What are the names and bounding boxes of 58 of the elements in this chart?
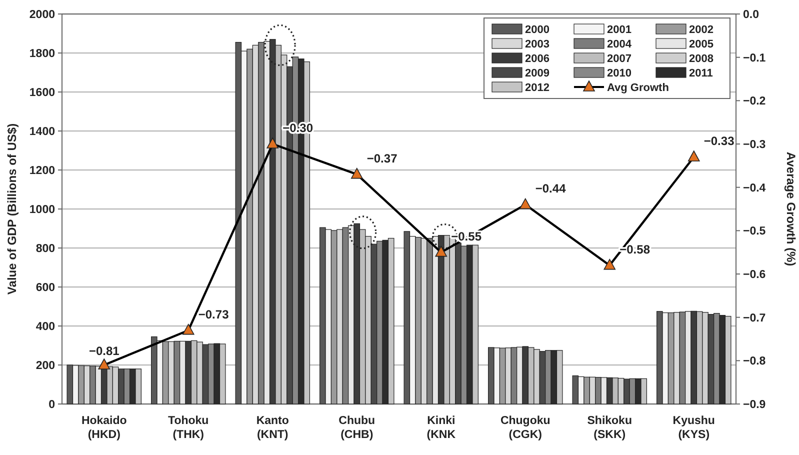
- data-label: −0.81: [88, 344, 120, 358]
- legend-label: 2000: [525, 24, 550, 36]
- data-label: −0.37: [366, 151, 398, 166]
- y2-tick-label: −0.8: [743, 356, 766, 368]
- x-tick-label: Chubu (CHB): [338, 415, 376, 441]
- x-tick-label: Hokaido (HKD): [81, 415, 127, 441]
- point: [604, 258, 616, 270]
- y-tick-label: 800: [36, 243, 55, 256]
- y2-tick-label: −0.9: [743, 399, 766, 412]
- data-label: −0.73: [198, 307, 230, 322]
- y-axis-title: Value of GDP (Billions of US$): [5, 123, 19, 295]
- y-tick-label: 1800: [29, 48, 55, 60]
- y2-axis-title: Average Growth (%): [784, 152, 798, 266]
- legend-label: 2010: [607, 67, 632, 80]
- data-label: −0.44: [535, 182, 566, 196]
- legend-label: Avg Growth: [607, 82, 670, 94]
- point: [519, 198, 532, 210]
- y2-tick-label: −0.7: [743, 312, 766, 324]
- point: [435, 246, 448, 257]
- y-tick-label: 1600: [29, 87, 55, 100]
- y2-tick-label: −0.1: [743, 52, 766, 64]
- y-tick-label: 1000: [29, 204, 55, 216]
- y-tick-label: 1400: [29, 126, 55, 138]
- y2-tick-label: −0.4: [743, 182, 766, 194]
- y2-tick-label: −0.5: [743, 226, 766, 238]
- x-tick-label: Kanto (KNT): [256, 415, 289, 441]
- y2-tick-label: −0.3: [743, 139, 766, 152]
- legend-label: 2008: [689, 52, 714, 65]
- y-tick-label: 0: [48, 399, 55, 412]
- legend-label: 2003: [525, 38, 550, 50]
- point: [350, 168, 363, 179]
- y2-tick-label: 0.0: [743, 9, 759, 22]
- x-tick-label: Shikoku (SKK): [587, 415, 632, 441]
- legend-label: 2011: [689, 67, 713, 80]
- legend-label: 2004: [607, 38, 632, 50]
- point: [182, 324, 194, 335]
- y-tick-label: 400: [36, 321, 55, 334]
- legend-label: 2001: [607, 24, 632, 36]
- y2-tick-label: −0.2: [743, 96, 766, 108]
- legend-label: 2006: [525, 52, 550, 65]
- y-tick-label: 200: [36, 360, 55, 372]
- x-tick-label: Kyushu (KYS): [672, 415, 715, 441]
- legend-label: 2005: [689, 38, 714, 50]
- x-tick-label: Tohoku (THK): [168, 415, 209, 441]
- y2-tick-label: −0.6: [743, 269, 766, 282]
- y-tick-label: 2000: [29, 9, 55, 22]
- point: [266, 138, 279, 148]
- legend-label: 2007: [607, 52, 632, 65]
- x-tick-label: Chugoku (CGK): [500, 415, 550, 441]
- x-tick-label: Kinki (KNK: [426, 415, 456, 441]
- point: [688, 150, 700, 162]
- data-label: −0.33: [704, 134, 735, 148]
- point: [98, 358, 110, 370]
- legend-label: 2012: [525, 82, 550, 94]
- y-tick-label: 600: [36, 282, 55, 294]
- y-tick-label: 1200: [29, 165, 55, 178]
- legend-label: 2002: [689, 24, 714, 36]
- legend-label: 2009: [525, 67, 550, 80]
